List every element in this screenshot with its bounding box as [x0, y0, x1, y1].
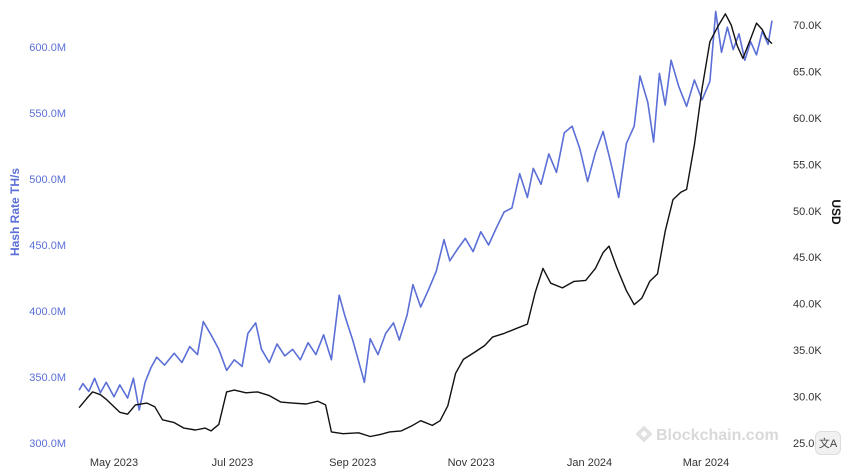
x-tick-label: May 2023	[90, 457, 138, 469]
left-tick-label: 450.0M	[29, 240, 66, 252]
left-tick-label: 400.0M	[29, 306, 66, 318]
right-tick-label: 40.0K	[793, 299, 822, 311]
left-tick-label: 550.0M	[29, 108, 66, 120]
right-tick-label: 50.0K	[793, 206, 822, 218]
hash-rate-line	[78, 10, 773, 411]
x-tick-label: Sep 2023	[329, 457, 376, 469]
right-tick-label: 30.0K	[793, 392, 822, 404]
left-tick-label: 350.0M	[29, 372, 66, 384]
right-tick-label: 70.0K	[793, 20, 822, 32]
x-tick-label: Jul 2023	[212, 457, 254, 469]
left-tick-label: 300.0M	[29, 438, 66, 450]
series-layer	[78, 10, 773, 438]
right-tick-label: 65.0K	[793, 66, 822, 78]
right-tick-label: 60.0K	[793, 113, 822, 125]
blockchain-logo-icon	[635, 425, 653, 443]
right-tick-label: 45.0K	[793, 252, 822, 264]
left-tick-label: 600.0M	[29, 42, 66, 54]
left-tick-label: 500.0M	[29, 174, 66, 186]
right-tick-label: 55.0K	[793, 159, 822, 171]
x-tick-label: Nov 2023	[448, 457, 495, 469]
right-tick-label: 35.0K	[793, 345, 822, 357]
right-axis-ticks: 25.0K30.0K35.0K40.0K45.0K50.0K55.0K60.0K…	[793, 20, 822, 450]
blockchain-watermark: Blockchain.com	[635, 425, 779, 444]
translate-button[interactable]: 文A	[815, 431, 841, 455]
watermark-text: Blockchain.com	[656, 427, 779, 444]
translate-icon: 文A	[818, 438, 838, 450]
x-axis-ticks: May 2023 Jul 2023 Sep 2023 Nov 2023 Jan 2024…	[90, 457, 729, 469]
x-tick-label: Jan 2024	[567, 457, 612, 469]
left-axis-ticks: 300.0M 350.0M 400.0M 450.0M 500.0M 550.0M 600.…	[29, 42, 66, 450]
left-axis-title: Hash Rate TH/s	[8, 168, 22, 256]
price-line	[78, 13, 773, 438]
right-axis-title: USD	[829, 199, 843, 225]
x-tick-label: Mar 2024	[683, 457, 729, 469]
